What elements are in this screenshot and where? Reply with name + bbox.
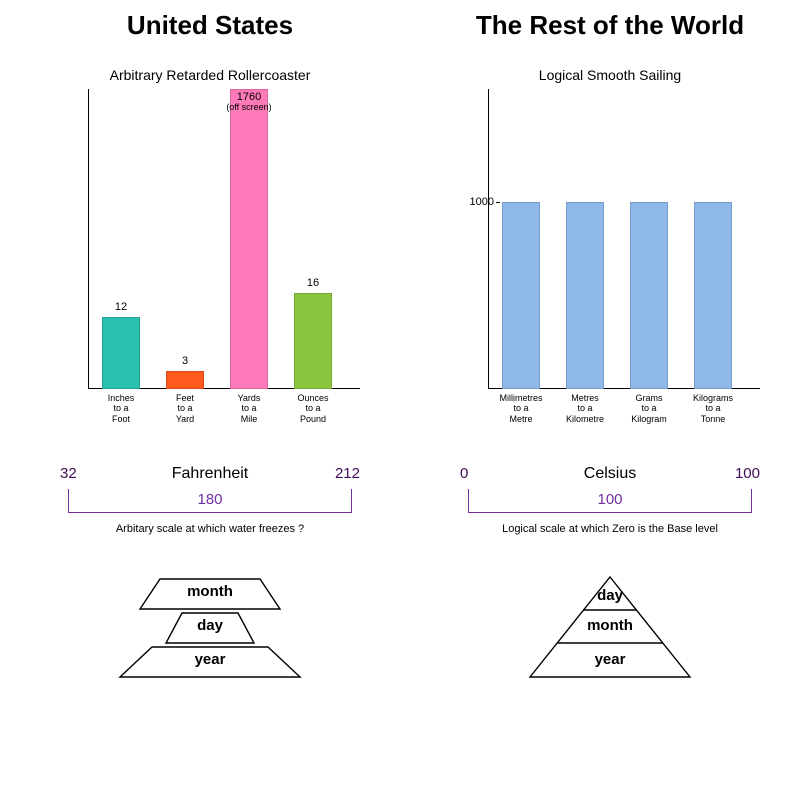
bar-us-0 bbox=[102, 317, 140, 389]
temp-high: 212 bbox=[335, 465, 360, 482]
bar-world-2-label: Grams to a Kilogram bbox=[617, 393, 681, 424]
temp-scale-world: 0 Celsius 100 100 Logical scale at which… bbox=[460, 465, 760, 535]
temp-title: Fahrenheit bbox=[60, 465, 360, 483]
bar-us-3 bbox=[294, 293, 332, 389]
temp-high: 100 bbox=[735, 465, 760, 482]
temp-caption: Arbitary scale at which water freezes ? bbox=[60, 523, 360, 535]
bar-us-2 bbox=[230, 89, 268, 389]
date-world-2: year bbox=[500, 651, 720, 668]
bar-chart-us: 12 Inches to a Foot 3 Feet to a Yard 176… bbox=[50, 89, 370, 389]
date-us-1: day bbox=[100, 617, 320, 634]
bar-us-0-label: Inches to a Foot bbox=[89, 393, 153, 424]
bar-us-3-label: Ounces to a Pound bbox=[281, 393, 345, 424]
temp-scale-us: 32 Fahrenheit 212 180 Arbitary scale at … bbox=[60, 465, 360, 535]
temp-range: 180 bbox=[60, 491, 360, 508]
bar-world-1 bbox=[566, 202, 604, 389]
bar-us-1 bbox=[166, 371, 204, 389]
temp-caption: Logical scale at which Zero is the Base … bbox=[460, 523, 760, 535]
bar-chart-world: 1000 Millimetres to a Metre Metres to a … bbox=[450, 89, 770, 389]
date-world-0: day bbox=[500, 587, 720, 604]
bar-world-0-label: Millimetres to a Metre bbox=[489, 393, 553, 424]
bar-world-1-label: Metres to a Kilometre bbox=[553, 393, 617, 424]
bar-world-3 bbox=[694, 202, 732, 389]
chart-title-world: Logical Smooth Sailing bbox=[420, 67, 800, 83]
column-us: United States Arbitrary Retarded Rollerc… bbox=[20, 0, 400, 685]
bar-us-2-value: 1760 (off screen) bbox=[219, 91, 279, 112]
column-world: The Rest of the World Logical Smooth Sai… bbox=[420, 0, 800, 685]
bar-world-2 bbox=[630, 202, 668, 389]
bar-us-1-label: Feet to a Yard bbox=[153, 393, 217, 424]
date-us-0: month bbox=[100, 583, 320, 600]
heading-world: The Rest of the World bbox=[420, 10, 800, 41]
temp-range: 100 bbox=[460, 491, 760, 508]
bar-us-0-value: 12 bbox=[91, 301, 151, 313]
bar-us-1-value: 3 bbox=[155, 355, 215, 367]
date-us-2: year bbox=[100, 651, 320, 668]
bar-us-3-value: 16 bbox=[283, 277, 343, 289]
date-world-1: month bbox=[500, 617, 720, 634]
chart-title-us: Arbitrary Retarded Rollercoaster bbox=[20, 67, 400, 83]
date-stack-us: month day year bbox=[100, 575, 320, 685]
bar-world-0 bbox=[502, 202, 540, 389]
date-stack-world: day month year bbox=[500, 575, 720, 685]
ytick-1000: 1000 bbox=[470, 196, 494, 208]
temp-title: Celsius bbox=[460, 465, 760, 483]
heading-us: United States bbox=[20, 10, 400, 41]
bar-us-2-label: Yards to a Mile bbox=[217, 393, 281, 424]
bar-world-3-label: Kilograms to a Tonne bbox=[681, 393, 745, 424]
